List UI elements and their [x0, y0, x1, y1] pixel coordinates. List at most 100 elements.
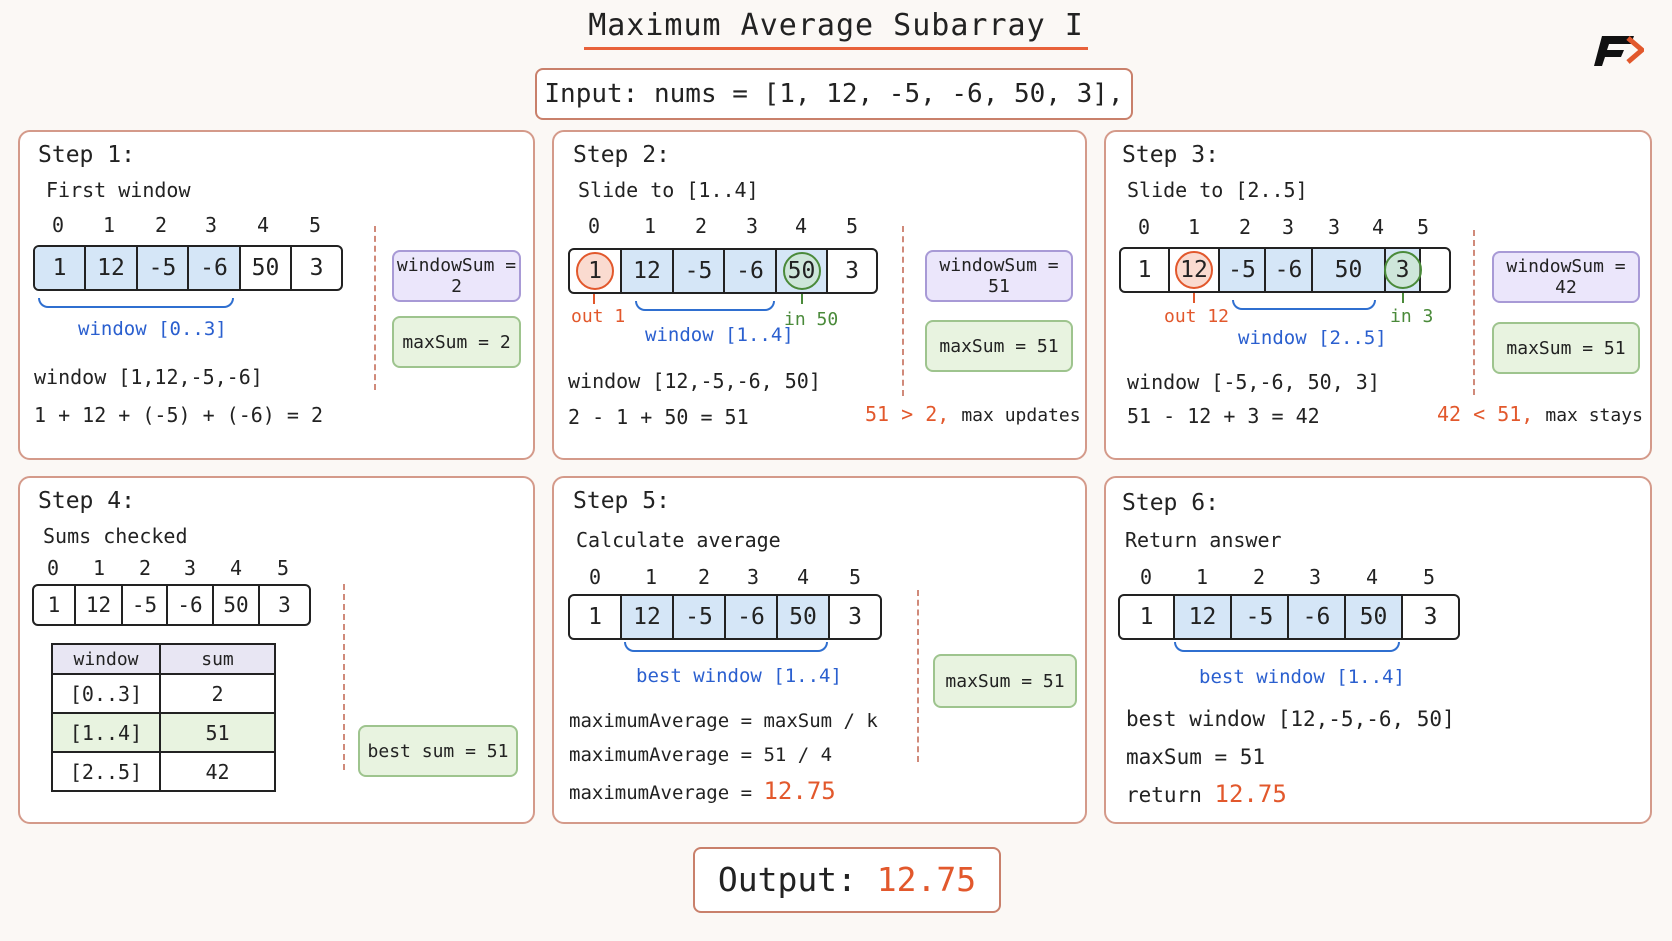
in-tick — [1402, 293, 1404, 303]
step2-window-label: window [1..4] — [645, 324, 794, 346]
step5-title: Step 5: — [573, 488, 670, 514]
step3-out-label: out 12 — [1164, 306, 1230, 327]
step3-array: 1 12 -5 -6 50 3 — [1119, 247, 1451, 293]
index-label: 4 — [1371, 215, 1385, 239]
step4-array: 1 12 -5 -6 50 3 — [32, 584, 311, 626]
index-label: 2 — [697, 565, 711, 589]
table-header: window — [51, 643, 161, 675]
step1-array: 1 12 -5 -6 50 3 — [33, 245, 343, 291]
table-row: [2..5] 42 — [51, 751, 276, 792]
index-label: 0 — [1137, 215, 1151, 239]
output-label: Output: — [717, 860, 857, 899]
array-cell: 50 — [214, 586, 260, 624]
table-row-best: [1..4] 51 — [51, 712, 276, 753]
array-cell: -6 — [168, 586, 214, 624]
index-label: 1 — [102, 213, 116, 237]
index-label: 0 — [1139, 565, 1153, 589]
index-label: 3 — [1327, 215, 1341, 239]
step3-subtitle: Slide to [2..5] — [1127, 178, 1308, 202]
array-cell: 12 — [86, 247, 138, 289]
input-label: Input: — [544, 79, 639, 109]
index-label: 5 — [848, 565, 862, 589]
index-label: 1 — [1187, 215, 1201, 239]
index-label: 2 — [1238, 215, 1252, 239]
max-sum-badge: maxSum = 51 — [1492, 322, 1640, 374]
array-cell: -6 — [725, 250, 777, 292]
page-title: Maximum Average Subarray I — [0, 8, 1672, 50]
array-cell: 12 — [622, 596, 674, 638]
index-label: 0 — [587, 214, 601, 238]
step6-array: 1 12 -5 -6 50 3 — [1118, 594, 1460, 640]
array-cell-in: 50 — [777, 250, 828, 292]
index-label: 0 — [46, 556, 60, 580]
table-row: [0..3] 2 — [51, 673, 276, 714]
array-cell: 3 — [845, 258, 859, 284]
array-cell: 12 — [622, 250, 674, 292]
array-cell: 3 — [278, 593, 291, 617]
divider — [1473, 230, 1475, 395]
array-cell: 50 — [1313, 249, 1386, 291]
step6-line1: best window [12,-5,-6, 50] — [1126, 707, 1455, 731]
step4-title: Step 4: — [38, 488, 135, 514]
step4-subtitle: Sums checked — [43, 524, 188, 548]
step2-line2: 2 - 1 + 50 = 51 — [568, 405, 749, 429]
max-sum-badge: maxSum = 51 — [933, 654, 1077, 708]
step6-window-brace — [1174, 642, 1400, 652]
array-cell: 1 — [35, 247, 86, 289]
step5-subtitle: Calculate average — [576, 528, 781, 552]
divider — [917, 590, 919, 762]
step2-line1: window [12,-5,-6, 50] — [568, 369, 821, 393]
array-cell: 3 — [848, 604, 862, 630]
index-label: 1 — [92, 556, 106, 580]
step1-subtitle: First window — [46, 178, 191, 202]
output-value: 12.75 — [876, 860, 977, 899]
index-label: 1 — [1195, 565, 1209, 589]
array-cell: -6 — [189, 247, 241, 289]
index-label: 4 — [256, 213, 270, 237]
step5-line2: maximumAverage = 51 / 4 — [569, 744, 833, 766]
step1-window-brace — [38, 298, 234, 308]
array-cell: 12 — [76, 586, 123, 624]
step1-line1: window [1,12,-5,-6] — [34, 365, 263, 389]
array-cell: 50 — [778, 596, 830, 638]
step1-title: Step 1: — [38, 142, 135, 168]
array-cell-out: 1 — [570, 250, 622, 292]
step3-compare: 42 < 51, max stays — [1437, 402, 1643, 426]
array-cell: -5 — [1232, 596, 1289, 638]
window-sum-badge: windowSum = 42 — [1492, 251, 1640, 303]
array-cell: -6 — [1266, 249, 1313, 291]
index-label: 3 — [746, 565, 760, 589]
index-label: 4 — [1365, 565, 1379, 589]
array-cell: -5 — [674, 596, 726, 638]
logo-icon — [1594, 36, 1644, 66]
divider — [343, 584, 345, 770]
step3-indices: 0 1 2 3 3 4 5 — [1124, 215, 1454, 241]
array-cell: -6 — [726, 596, 778, 638]
step5-indices: 0 1 2 3 4 5 — [575, 565, 875, 591]
window-sum-badge: windowSum = 2 — [392, 250, 521, 302]
array-cell-empty — [1421, 249, 1449, 291]
index-label: 3 — [745, 214, 759, 238]
step6-subtitle: Return answer — [1125, 528, 1282, 552]
array-cell: 1 — [1120, 596, 1175, 638]
array-cell: -5 — [138, 247, 189, 289]
step3-line1: window [-5,-6, 50, 3] — [1127, 370, 1380, 394]
sums-table: window sum [0..3] 2 [1..4] 51 [2..5] 42 — [51, 643, 276, 792]
index-label: 2 — [154, 213, 168, 237]
step3-title: Step 3: — [1122, 142, 1219, 168]
divider — [902, 226, 904, 396]
index-label: 1 — [644, 565, 658, 589]
array-cell-out: 12 — [1170, 249, 1220, 291]
step2-indices: 0 1 2 3 4 5 — [574, 214, 874, 240]
max-sum-badge: maxSum = 51 — [925, 320, 1073, 372]
index-label: 2 — [694, 214, 708, 238]
step5-window-brace — [624, 642, 828, 652]
step6-title: Step 6: — [1122, 490, 1219, 516]
input-box: Input: nums = [1, 12, -5, -6, 50, 3], k … — [535, 68, 1133, 157]
index-label: 3 — [1308, 565, 1322, 589]
max-sum-badge: maxSum = 2 — [392, 316, 521, 368]
array-cell: 3 — [1423, 604, 1438, 630]
index-label: 0 — [51, 213, 65, 237]
index-label: 3 — [1281, 215, 1295, 239]
step4-indices: 0 1 2 3 4 5 — [33, 556, 323, 582]
